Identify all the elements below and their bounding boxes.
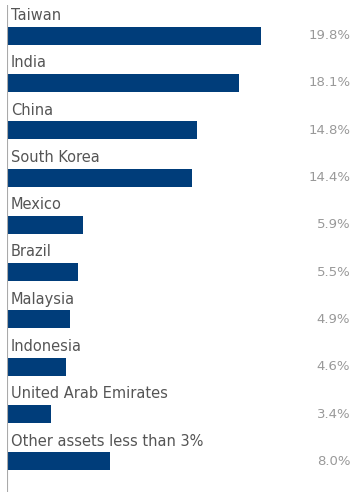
Text: 3.4%: 3.4%	[316, 408, 350, 420]
Text: 4.9%: 4.9%	[317, 313, 350, 326]
Bar	[7, 121, 197, 139]
Text: 8.0%: 8.0%	[317, 455, 350, 468]
Text: 18.1%: 18.1%	[308, 77, 350, 89]
Bar	[7, 168, 192, 186]
Text: 14.8%: 14.8%	[308, 124, 350, 137]
Text: 19.8%: 19.8%	[308, 29, 350, 42]
Bar	[7, 216, 83, 234]
Bar	[7, 27, 261, 45]
Text: 4.6%: 4.6%	[317, 360, 350, 373]
Bar	[7, 74, 239, 92]
Text: Other assets less than 3%: Other assets less than 3%	[11, 433, 203, 448]
Text: 5.9%: 5.9%	[316, 218, 350, 232]
Text: Mexico: Mexico	[11, 197, 62, 212]
Text: Brazil: Brazil	[11, 245, 52, 259]
Text: South Korea: South Korea	[11, 150, 100, 165]
Bar	[7, 263, 78, 281]
Bar	[7, 358, 66, 376]
Bar	[7, 311, 70, 329]
Text: 14.4%: 14.4%	[308, 171, 350, 184]
Text: Taiwan: Taiwan	[11, 8, 61, 23]
Text: United Arab Emirates: United Arab Emirates	[11, 386, 168, 401]
Bar	[7, 452, 109, 470]
Bar	[7, 405, 51, 423]
Text: Indonesia: Indonesia	[11, 339, 82, 354]
Text: 5.5%: 5.5%	[316, 265, 350, 279]
Text: Malaysia: Malaysia	[11, 292, 75, 307]
Text: China: China	[11, 102, 53, 117]
Text: India: India	[11, 55, 47, 70]
